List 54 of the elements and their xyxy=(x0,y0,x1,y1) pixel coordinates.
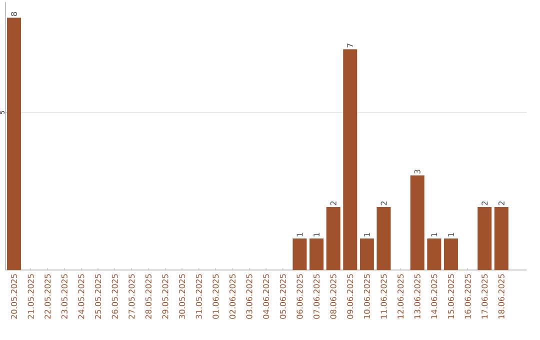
data-label: 2 xyxy=(330,201,336,206)
bar xyxy=(326,206,340,270)
x-tick-label: 14.06.2025 xyxy=(431,274,438,318)
x-tick-label: 11.06.2025 xyxy=(380,274,387,318)
data-label: 2 xyxy=(380,201,387,206)
x-tick-label: 23.05.2025 xyxy=(61,274,68,319)
data-label: 1 xyxy=(431,232,438,236)
data-label: 7 xyxy=(347,44,354,48)
bar xyxy=(343,49,358,270)
data-label: 8 xyxy=(10,12,18,16)
x-tick-label: 01.06.2025 xyxy=(212,274,219,319)
x-tick-label: 09.06.2025 xyxy=(347,274,354,319)
bar xyxy=(427,238,442,270)
x-tick-label: 22.05.2025 xyxy=(44,274,51,319)
x-tick-label: 31.05.2025 xyxy=(196,274,202,319)
x-tick-label: 20.05.2025 xyxy=(10,274,18,319)
bar xyxy=(360,238,374,270)
data-label: 2 xyxy=(482,201,488,206)
x-tick-label: 05.06.2025 xyxy=(280,274,286,319)
bar xyxy=(376,206,391,270)
x-tick-label: 10.06.2025 xyxy=(364,274,370,318)
x-tick-label: 15.06.2025 xyxy=(448,274,454,318)
x-tick-label: 04.06.2025 xyxy=(263,274,270,319)
data-label: 1 xyxy=(364,232,370,236)
x-tick-label: 27.05.2025 xyxy=(128,274,135,319)
x-tick-label: 07.06.2025 xyxy=(313,274,320,319)
bar xyxy=(494,206,508,270)
bar xyxy=(410,175,424,270)
x-tick-label: 30.05.2025 xyxy=(179,274,186,319)
x-tick-label: 25.05.2025 xyxy=(95,274,102,319)
bar xyxy=(478,206,492,270)
x-tick-label: 13.06.2025 xyxy=(414,274,420,318)
x-tick-label: 29.05.2025 xyxy=(162,274,168,319)
bar xyxy=(444,238,458,270)
x-tick-label: 17.06.2025 xyxy=(482,274,488,318)
data-label: 3 xyxy=(414,170,420,174)
x-tick-label: 24.05.2025 xyxy=(78,274,84,319)
bar xyxy=(7,18,21,270)
x-tick-label: 06.06.2025 xyxy=(296,274,303,319)
x-tick-label: 02.06.2025 xyxy=(229,274,236,319)
data-label: 1 xyxy=(314,232,320,236)
bar xyxy=(292,238,307,270)
bar xyxy=(310,238,324,270)
x-tick-label: 21.05.2025 xyxy=(28,274,34,319)
x-tick-label: 08.06.2025 xyxy=(330,274,336,319)
x-tick-label: 28.05.2025 xyxy=(145,274,152,319)
x-tick-label: 26.05.2025 xyxy=(112,274,118,319)
x-tick-label: 16.06.2025 xyxy=(464,274,471,318)
x-tick-label: 18.06.2025 xyxy=(498,274,504,318)
data-label: 1 xyxy=(296,232,303,236)
data-label: 2 xyxy=(498,201,504,206)
x-tick-label: 03.06.2025 xyxy=(246,274,252,319)
x-tick-label: 12.06.2025 xyxy=(398,274,404,318)
data-label: 1 xyxy=(448,232,454,236)
